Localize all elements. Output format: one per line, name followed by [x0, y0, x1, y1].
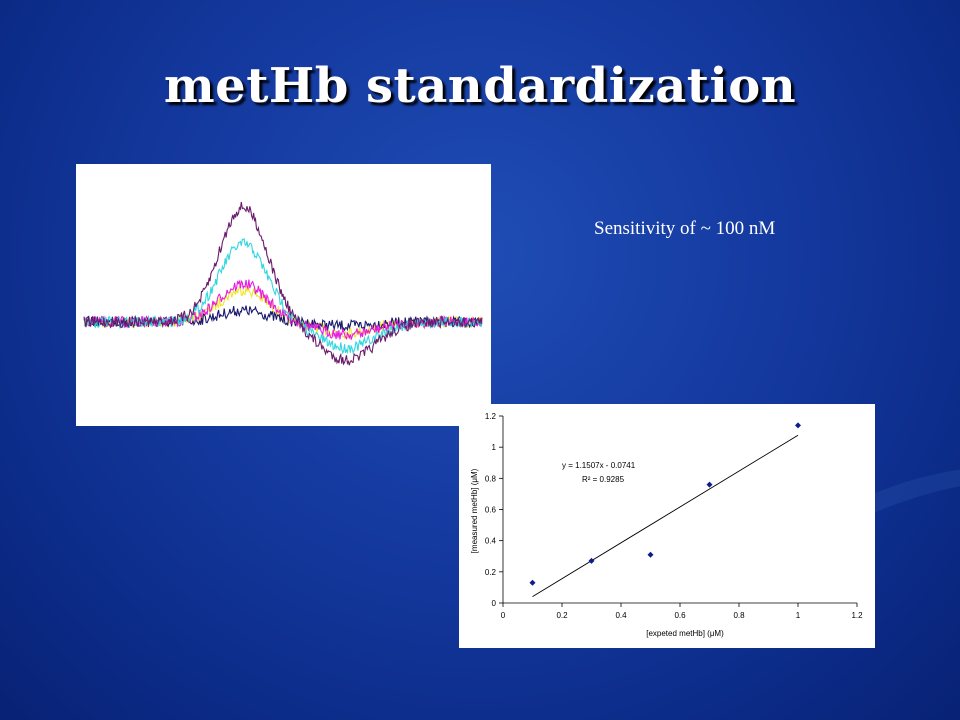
spectrum-series-5: [83, 201, 483, 366]
spectra-chart: [76, 164, 491, 426]
y-tick-label: 0.8: [485, 474, 497, 483]
data-point: [529, 579, 536, 586]
data-point: [588, 557, 595, 564]
data-point: [706, 481, 713, 488]
r-squared-label: R² = 0.9285: [582, 475, 625, 484]
x-tick-label: 1.2: [851, 611, 863, 620]
y-tick-label: 0.4: [485, 537, 497, 546]
calibration-plot: y = 1.1507x - 0.0741 R² = 0.9285 [expete…: [470, 412, 863, 638]
spectrum-series-1: [83, 305, 483, 332]
sensitivity-note: Sensitivity of ~ 100 nM: [594, 218, 776, 239]
x-axis-title: [expeted metHb] (μM): [646, 629, 724, 638]
data-point: [795, 422, 801, 429]
slide-title: metHb standardization: [163, 58, 797, 114]
y-tick-label: 1.2: [485, 412, 497, 421]
x-tick-label: 0.2: [556, 611, 568, 620]
x-tick-label: 0.4: [615, 611, 627, 620]
x-tick-label: 1: [796, 611, 801, 620]
y-tick-label: 1: [492, 443, 497, 452]
trendline: [532, 434, 799, 598]
equation-label: y = 1.1507x - 0.0741: [562, 461, 636, 470]
spectra-plot: [83, 201, 483, 366]
y-tick-label: 0.6: [485, 506, 497, 515]
x-tick-label: 0.8: [733, 611, 745, 620]
calibration-chart: y = 1.1507x - 0.0741 R² = 0.9285 [expete…: [459, 404, 875, 648]
spectrum-series-4: [83, 237, 483, 355]
x-tick-label: 0.6: [674, 611, 686, 620]
y-axis-title: [measured metHb] (μM): [470, 468, 479, 553]
x-tick-label: 0: [501, 611, 506, 620]
y-tick-label: 0: [492, 599, 497, 608]
y-tick-label: 0.2: [485, 568, 497, 577]
data-point: [647, 551, 654, 558]
